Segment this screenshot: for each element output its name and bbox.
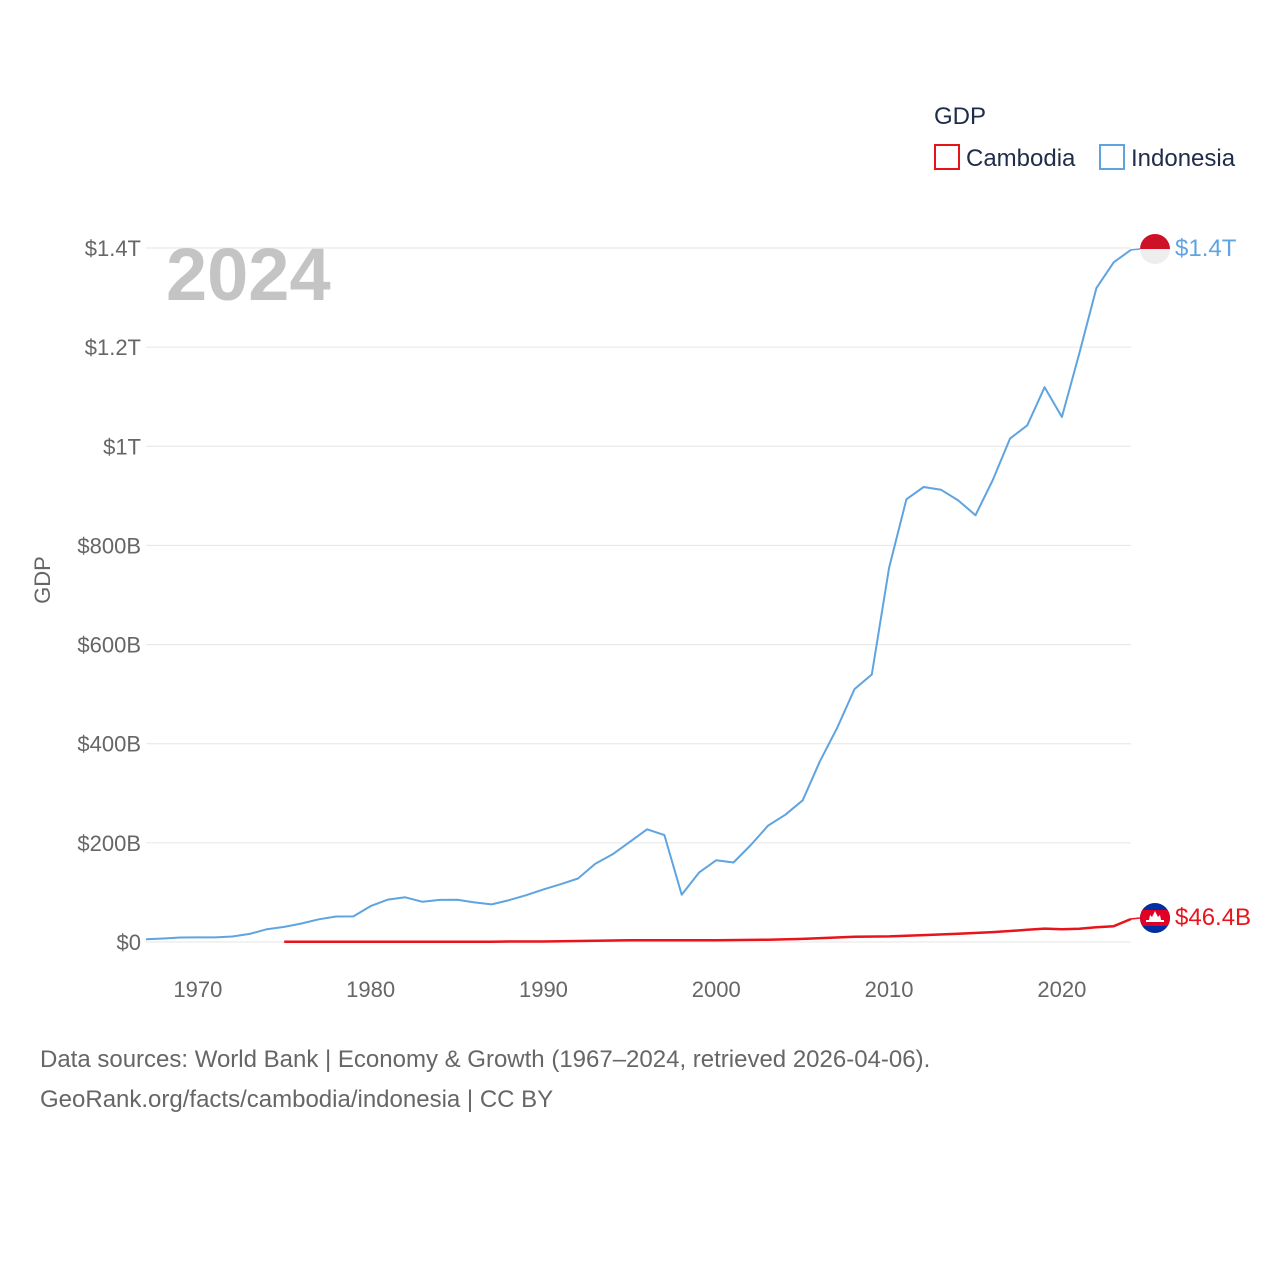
y-tick-label: $800B [77, 533, 141, 558]
gdp-line-chart: $0 $200B $400B $600B $800B $1T $1.2T $1.4T 1970… [30, 103, 1251, 1002]
source-url-text: GeoRank.org/facts/cambodia/indonesia | C… [40, 1086, 554, 1113]
y-axis-ticks: $0 $200B $400B $600B $800B $1T $1.2T $1.4T [77, 236, 141, 955]
y-tick-label: $600B [77, 633, 141, 658]
cambodia-end-label: $46.4B [1175, 904, 1251, 931]
end-connector-cambodia [1130, 917, 1141, 920]
cambodia-flag-icon [1140, 903, 1170, 933]
legend-label-cambodia: Cambodia [966, 145, 1076, 172]
legend-swatch-cambodia [934, 144, 960, 170]
legend-label-indonesia: Indonesia [1131, 145, 1236, 172]
legend-title: GDP [934, 103, 986, 130]
y-tick-label: $1.4T [85, 236, 141, 261]
indonesia-end-label: $1.4T [1175, 235, 1237, 262]
y-tick-label: $1.2T [85, 335, 141, 360]
x-tick-label: 1980 [346, 977, 395, 1002]
y-tick-label: $200B [77, 831, 141, 856]
x-axis-ticks: 1970 1980 1990 2000 2010 2020 [173, 977, 1086, 1002]
x-tick-label: 2010 [865, 977, 914, 1002]
series-line-indonesia[interactable] [145, 248, 1132, 941]
x-tick-label: 1970 [173, 977, 222, 1002]
legend-item-indonesia[interactable]: Indonesia [1099, 144, 1236, 172]
series-line-cambodia[interactable] [284, 917, 1132, 944]
data-sources-text: Data sources: World Bank | Economy & Gro… [40, 1046, 931, 1073]
legend: GDP Cambodia Indonesia [934, 103, 1236, 172]
y-tick-label: $1T [103, 434, 141, 459]
indonesia-flag-icon [1140, 234, 1170, 264]
end-connector-indonesia [1130, 248, 1141, 251]
y-tick-label: $400B [77, 732, 141, 757]
legend-item-cambodia[interactable]: Cambodia [934, 144, 1076, 172]
footer: Data sources: World Bank | Economy & Gro… [40, 1040, 930, 1120]
x-tick-label: 2000 [692, 977, 741, 1002]
legend-swatch-indonesia [1099, 144, 1125, 170]
current-year-label: 2024 [166, 233, 331, 316]
x-tick-label: 2020 [1037, 977, 1086, 1002]
y-axis-title: GDP [30, 556, 55, 604]
y-tick-label: $0 [117, 930, 141, 955]
series-lines [145, 248, 1141, 944]
gridlines [146, 247, 1131, 943]
x-tick-label: 1990 [519, 977, 568, 1002]
